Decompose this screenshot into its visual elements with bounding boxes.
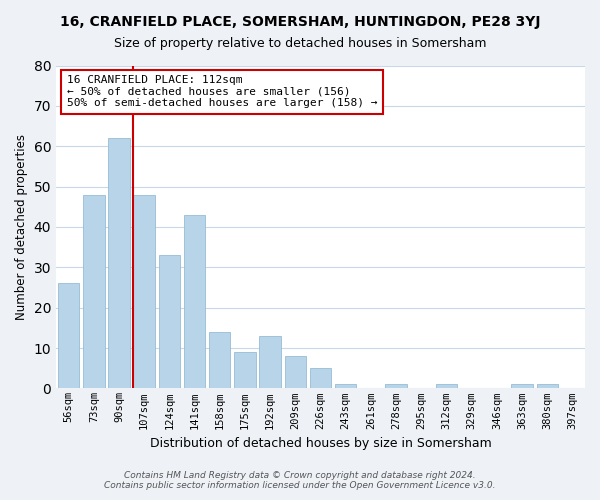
X-axis label: Distribution of detached houses by size in Somersham: Distribution of detached houses by size … <box>149 437 491 450</box>
Bar <box>536 384 558 388</box>
Bar <box>259 336 281 388</box>
Bar <box>234 352 256 389</box>
Text: 16 CRANFIELD PLACE: 112sqm
← 50% of detached houses are smaller (156)
50% of sem: 16 CRANFIELD PLACE: 112sqm ← 50% of deta… <box>67 75 377 108</box>
Bar <box>385 384 407 388</box>
Bar <box>83 194 104 388</box>
Bar <box>158 255 180 388</box>
Bar <box>511 384 533 388</box>
Bar <box>335 384 356 388</box>
Bar <box>58 284 79 389</box>
Text: Contains HM Land Registry data © Crown copyright and database right 2024.
Contai: Contains HM Land Registry data © Crown c… <box>104 470 496 490</box>
Bar <box>184 215 205 388</box>
Bar <box>109 138 130 388</box>
Y-axis label: Number of detached properties: Number of detached properties <box>15 134 28 320</box>
Text: 16, CRANFIELD PLACE, SOMERSHAM, HUNTINGDON, PE28 3YJ: 16, CRANFIELD PLACE, SOMERSHAM, HUNTINGD… <box>60 15 540 29</box>
Bar <box>436 384 457 388</box>
Text: Size of property relative to detached houses in Somersham: Size of property relative to detached ho… <box>114 38 486 51</box>
Bar <box>133 194 155 388</box>
Bar <box>209 332 230 388</box>
Bar <box>310 368 331 388</box>
Bar <box>284 356 306 388</box>
